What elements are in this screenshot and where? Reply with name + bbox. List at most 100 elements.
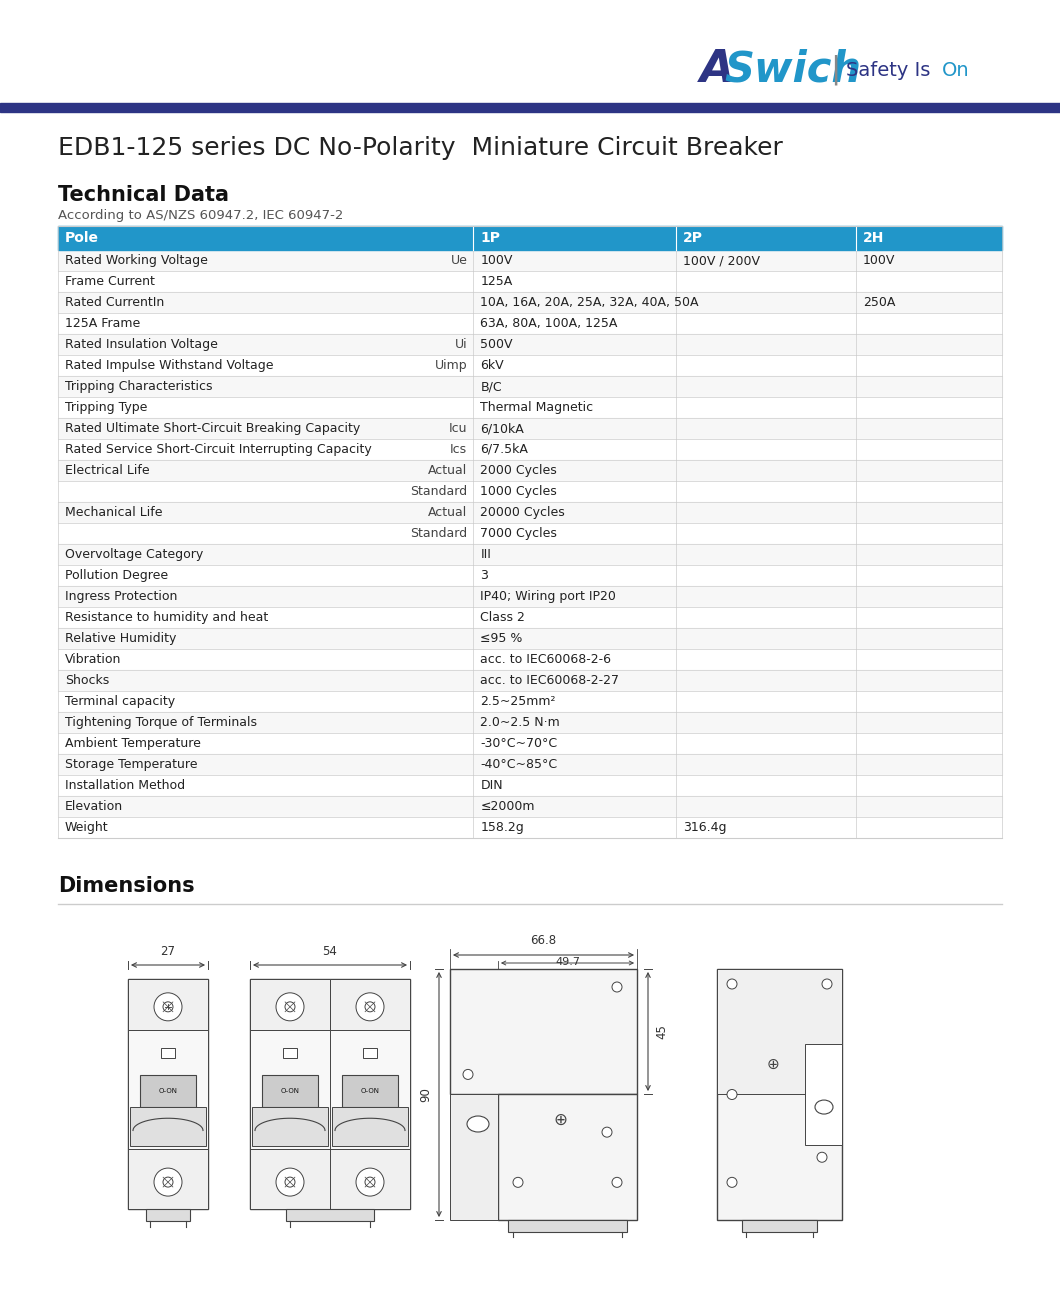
Text: 6kV: 6kV xyxy=(480,359,503,372)
Bar xyxy=(58,817,1002,838)
Bar xyxy=(128,979,208,1209)
Bar xyxy=(58,670,1002,691)
Circle shape xyxy=(285,1001,295,1012)
Bar xyxy=(58,250,1002,271)
Bar xyxy=(330,979,410,1029)
Text: 100V: 100V xyxy=(480,254,513,267)
Bar xyxy=(450,969,637,1094)
Bar xyxy=(250,1149,410,1209)
Bar xyxy=(717,969,842,1094)
Text: Electrical Life: Electrical Life xyxy=(65,465,149,476)
Text: 250A: 250A xyxy=(863,296,895,309)
Text: |: | xyxy=(830,55,841,86)
Circle shape xyxy=(276,992,304,1021)
Text: Standard: Standard xyxy=(410,486,467,497)
Bar xyxy=(58,733,1002,754)
Text: Swich: Swich xyxy=(724,49,861,91)
Bar xyxy=(58,271,1002,292)
Text: 20000 Cycles: 20000 Cycles xyxy=(480,505,565,519)
Bar xyxy=(58,397,1002,418)
Bar xyxy=(508,1220,628,1232)
Bar xyxy=(58,796,1002,817)
Text: Thermal Magnetic: Thermal Magnetic xyxy=(480,401,594,415)
Bar xyxy=(58,691,1002,712)
Bar xyxy=(140,1075,196,1107)
Circle shape xyxy=(822,979,832,990)
Bar xyxy=(58,292,1002,313)
Text: Ue: Ue xyxy=(450,254,467,267)
Text: 90: 90 xyxy=(419,1087,432,1101)
Text: On: On xyxy=(942,61,970,79)
Text: Relative Humidity: Relative Humidity xyxy=(65,632,176,645)
Text: Terminal capacity: Terminal capacity xyxy=(65,695,175,708)
Text: Rated Ultimate Short-Circuit Breaking Capacity: Rated Ultimate Short-Circuit Breaking Ca… xyxy=(65,422,360,436)
Text: EDB1-125 series DC No-Polarity  Miniature Circuit Breaker: EDB1-125 series DC No-Polarity Miniature… xyxy=(58,136,783,161)
Text: B/C: B/C xyxy=(480,380,502,393)
Text: Actual: Actual xyxy=(428,465,467,476)
Bar xyxy=(58,461,1002,482)
Bar xyxy=(742,1220,817,1232)
Text: Pole: Pole xyxy=(65,232,99,245)
Text: 3: 3 xyxy=(480,569,489,582)
Bar xyxy=(58,522,1002,544)
Text: Tripping Characteristics: Tripping Characteristics xyxy=(65,380,212,393)
Text: Vibration: Vibration xyxy=(65,653,122,666)
Circle shape xyxy=(365,1177,375,1187)
Bar xyxy=(58,649,1002,670)
Bar xyxy=(717,969,842,1220)
Text: III: III xyxy=(480,547,491,561)
Text: 66.8: 66.8 xyxy=(530,934,556,948)
Text: 125A: 125A xyxy=(480,275,513,288)
Text: A: A xyxy=(700,49,735,92)
Bar xyxy=(250,979,410,1209)
Text: Installation Method: Installation Method xyxy=(65,779,186,792)
Text: 45: 45 xyxy=(655,1024,668,1038)
Circle shape xyxy=(463,1070,473,1079)
Text: Frame Current: Frame Current xyxy=(65,275,155,288)
Bar xyxy=(58,313,1002,334)
Bar xyxy=(130,1107,206,1146)
Text: 49.7: 49.7 xyxy=(555,957,580,967)
Text: 2.5~25mm²: 2.5~25mm² xyxy=(480,695,555,708)
Circle shape xyxy=(276,1169,304,1196)
Text: ≤95 %: ≤95 % xyxy=(480,632,523,645)
Bar xyxy=(805,1045,842,1145)
Circle shape xyxy=(612,1178,622,1187)
Ellipse shape xyxy=(815,1100,833,1115)
Text: Rated Insulation Voltage: Rated Insulation Voltage xyxy=(65,338,218,351)
Text: Pollution Degree: Pollution Degree xyxy=(65,569,169,582)
Circle shape xyxy=(163,1001,173,1012)
Bar xyxy=(58,226,1002,250)
Text: 27: 27 xyxy=(160,945,176,958)
Text: Rated Impulse Withstand Voltage: Rated Impulse Withstand Voltage xyxy=(65,359,273,372)
Text: 7000 Cycles: 7000 Cycles xyxy=(480,526,558,540)
Text: Ambient Temperature: Ambient Temperature xyxy=(65,737,201,750)
Text: O-ON: O-ON xyxy=(159,1088,177,1094)
Text: Rated CurrentIn: Rated CurrentIn xyxy=(65,296,164,309)
Circle shape xyxy=(365,1001,375,1012)
Text: Class 2: Class 2 xyxy=(480,611,526,624)
Bar xyxy=(161,1048,175,1058)
Bar xyxy=(128,979,208,1029)
Bar xyxy=(58,440,1002,461)
Text: Actual: Actual xyxy=(428,505,467,519)
Bar xyxy=(342,1075,398,1107)
Bar xyxy=(58,607,1002,628)
Bar xyxy=(58,501,1002,522)
Text: Dimensions: Dimensions xyxy=(58,876,195,896)
Circle shape xyxy=(612,982,622,992)
Text: Technical Data: Technical Data xyxy=(58,186,229,205)
Bar xyxy=(128,1149,208,1209)
Bar xyxy=(58,775,1002,796)
Text: Weight: Weight xyxy=(65,821,108,834)
Text: -30°C~70°C: -30°C~70°C xyxy=(480,737,558,750)
Text: 100V / 200V: 100V / 200V xyxy=(684,254,760,267)
Bar xyxy=(58,712,1002,733)
Text: Resistance to humidity and heat: Resistance to humidity and heat xyxy=(65,611,268,624)
Text: 63A, 80A, 100A, 125A: 63A, 80A, 100A, 125A xyxy=(480,317,618,330)
Text: acc. to IEC60068-2-6: acc. to IEC60068-2-6 xyxy=(480,653,612,666)
Text: O-ON: O-ON xyxy=(360,1088,379,1094)
Bar xyxy=(58,586,1002,607)
Bar xyxy=(128,1029,208,1149)
Text: Rated Service Short-Circuit Interrupting Capacity: Rated Service Short-Circuit Interrupting… xyxy=(65,443,372,457)
